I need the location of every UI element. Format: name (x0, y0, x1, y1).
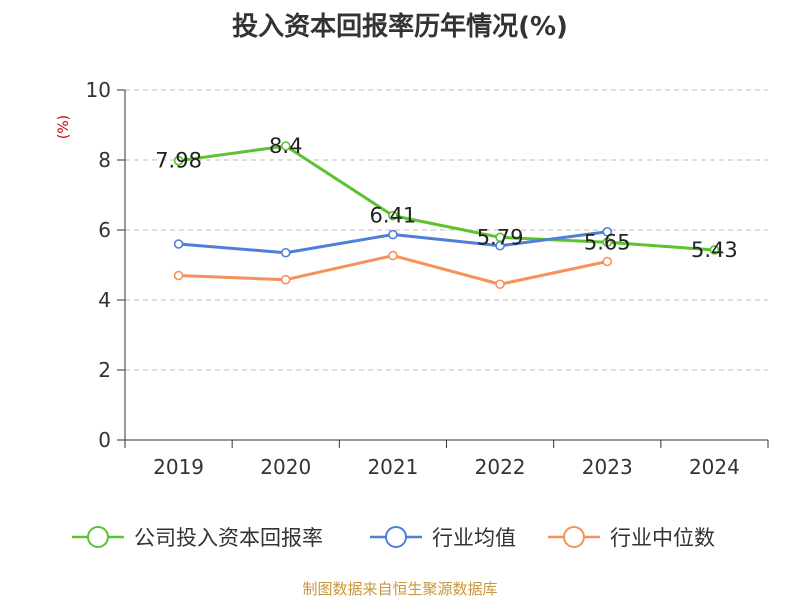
data-label: 5.79 (477, 225, 524, 249)
data-label: 5.65 (584, 230, 631, 254)
data-label: 8.4 (269, 134, 302, 158)
data-point (495, 279, 505, 290)
data-label: 6.41 (370, 204, 417, 228)
data-point (388, 250, 398, 261)
legend-label: 公司投入资本回报率 (134, 526, 323, 550)
series-group (173, 141, 720, 290)
x-tick-labels: 2019 2020 2021 2022 2023 2024 (153, 455, 740, 479)
data-point (280, 274, 291, 285)
legend-marker (87, 526, 109, 548)
x-tick-label: 2019 (153, 455, 204, 479)
data-point (602, 237, 613, 248)
x-tick-label: 2020 (260, 455, 311, 479)
legend-marker (563, 526, 585, 548)
legend-label: 行业均值 (432, 526, 516, 550)
y-tick-labels: 0 2 4 6 8 10 (86, 78, 111, 452)
grid-lines (125, 89, 768, 371)
chart-title: 投入资本回报率历年情况(%) (232, 12, 568, 42)
data-point (280, 247, 291, 258)
data-point (388, 229, 398, 240)
data-point (709, 245, 720, 255)
legend: 公司投入资本回报率 行业均值 行业中位数 (72, 526, 715, 550)
x-tick-label: 2023 (582, 455, 633, 479)
data-point (602, 226, 613, 237)
data-label: 5.43 (691, 238, 738, 262)
data-point (280, 141, 291, 151)
axes (117, 89, 769, 448)
y-tick-label: 4 (98, 288, 111, 312)
data-point (388, 210, 398, 221)
y-tick-label: 10 (86, 78, 111, 102)
data-point (602, 256, 613, 267)
source-footer: 制图数据来自恒生聚源数据库 (302, 580, 498, 598)
x-tick-label: 2021 (367, 455, 418, 479)
data-point (173, 155, 184, 166)
data-point (495, 240, 505, 251)
y-tick-label: 8 (98, 148, 111, 172)
x-tick-label: 2022 (475, 455, 526, 479)
legend-label: 行业中位数 (610, 526, 715, 550)
y-tick-label: 2 (98, 358, 111, 382)
series-line (178, 144, 715, 252)
data-point (173, 270, 184, 281)
y-tick-label: 0 (98, 428, 111, 452)
legend-marker (385, 526, 407, 548)
y-tick-label: 6 (98, 218, 111, 242)
data-point (173, 239, 184, 249)
data-labels: 7.98 8.4 6.41 5.79 5.65 5.43 (155, 134, 738, 262)
y-axis-label: (%) (56, 115, 72, 139)
x-tick-label: 2024 (689, 455, 740, 479)
data-label: 7.98 (155, 149, 202, 173)
